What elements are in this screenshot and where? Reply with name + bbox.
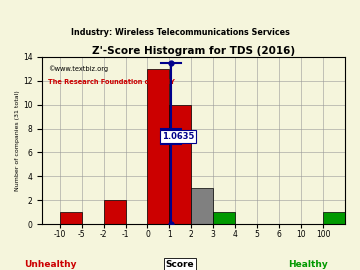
Text: ©www.textbiz.org: ©www.textbiz.org bbox=[48, 65, 108, 72]
Text: Unhealthy: Unhealthy bbox=[24, 260, 77, 269]
Bar bbox=[104, 200, 126, 224]
Bar bbox=[323, 212, 345, 224]
Text: Score: Score bbox=[166, 260, 194, 269]
Text: Healthy: Healthy bbox=[288, 260, 328, 269]
Title: Z'-Score Histogram for TDS (2016): Z'-Score Histogram for TDS (2016) bbox=[92, 46, 295, 56]
Text: The Research Foundation of SUNY: The Research Foundation of SUNY bbox=[48, 79, 175, 85]
Bar bbox=[192, 188, 213, 224]
Bar bbox=[60, 212, 82, 224]
Y-axis label: Number of companies (31 total): Number of companies (31 total) bbox=[15, 90, 20, 191]
Bar bbox=[170, 105, 192, 224]
Bar bbox=[148, 69, 170, 224]
Bar bbox=[213, 212, 235, 224]
Text: Industry: Wireless Telecommunications Services: Industry: Wireless Telecommunications Se… bbox=[71, 28, 289, 37]
Text: 1.0635: 1.0635 bbox=[162, 132, 194, 141]
